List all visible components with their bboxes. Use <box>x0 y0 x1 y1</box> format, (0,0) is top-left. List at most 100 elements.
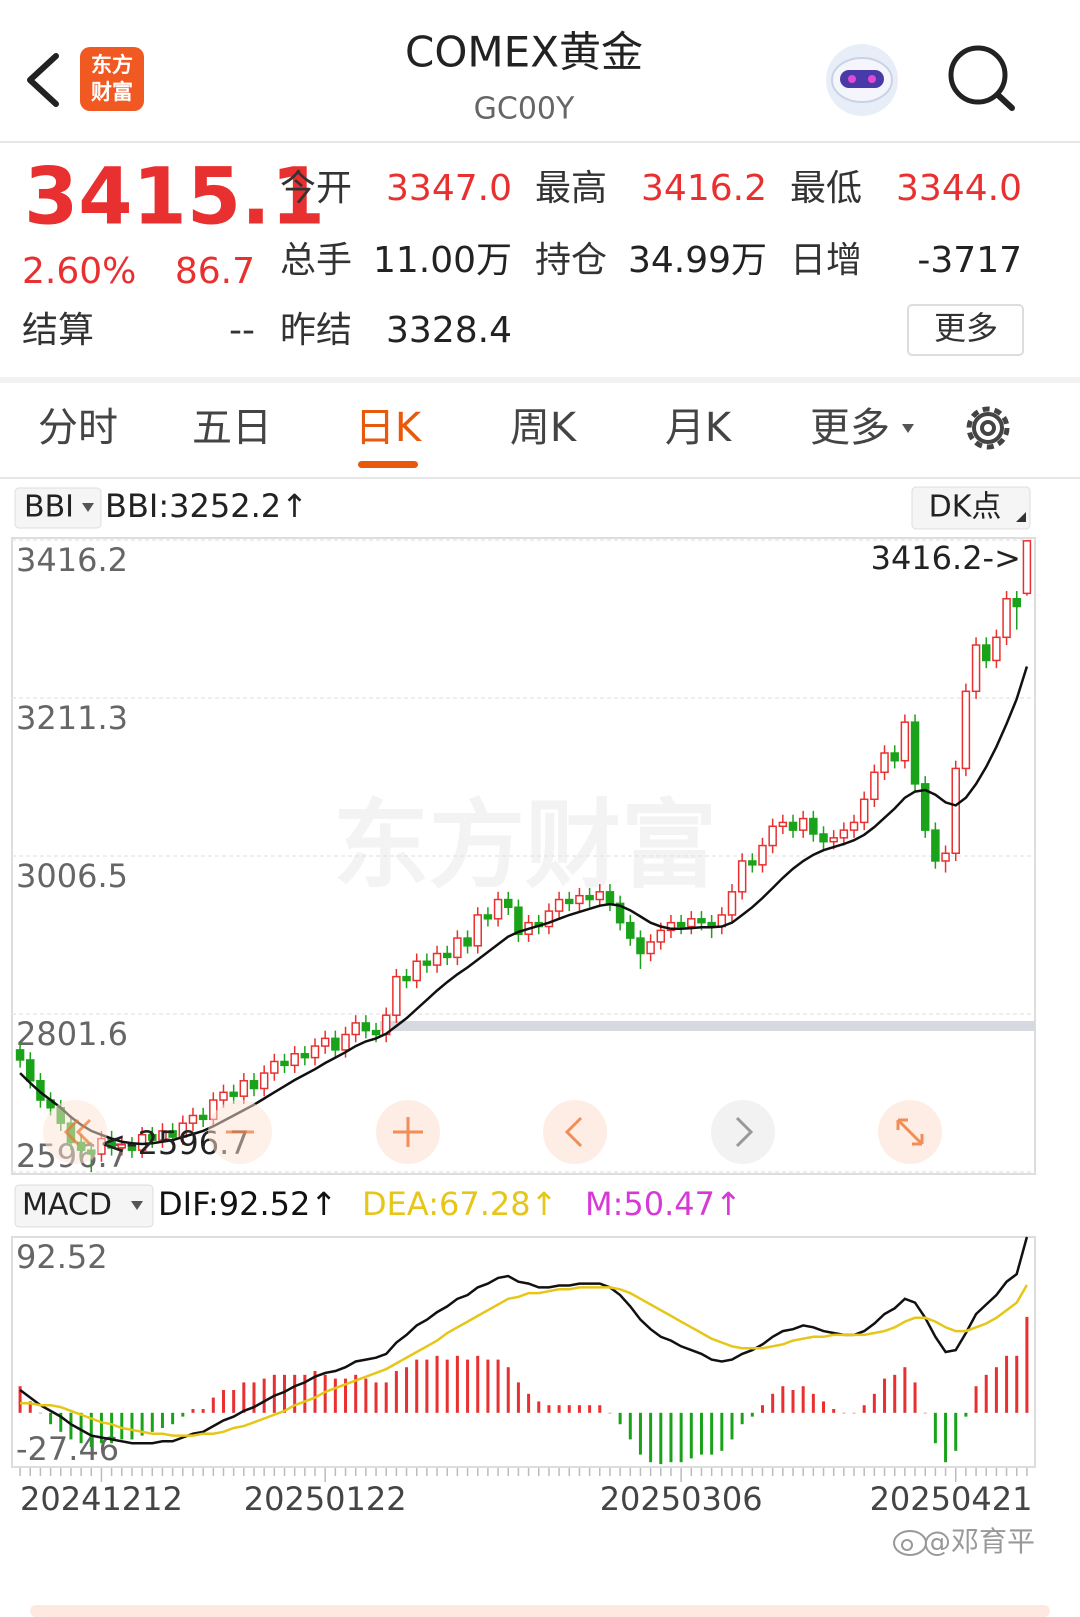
histogram-bar <box>455 1355 459 1413</box>
candle-body <box>1012 598 1021 608</box>
candle-body <box>697 918 706 924</box>
histogram-bar <box>28 1401 32 1413</box>
histogram-bar <box>211 1397 215 1413</box>
legend: DIF:92.52↑ DEA:67.28↑ M:50.47↑ <box>158 1185 742 1223</box>
field-value: -3717 <box>917 240 1022 281</box>
histogram-bar <box>272 1374 276 1413</box>
settings-button[interactable] <box>966 406 1010 450</box>
candle-body <box>931 829 940 862</box>
candle-body <box>15 1049 25 1061</box>
candle-body <box>666 921 676 932</box>
control-button[interactable] <box>43 1100 107 1164</box>
histogram-bar <box>344 1378 348 1413</box>
change-percent: 2.60% <box>22 251 136 292</box>
histogram-bar <box>913 1382 917 1413</box>
candle-body <box>341 1033 350 1051</box>
histogram-bar <box>293 1374 297 1413</box>
candle-body <box>127 1144 137 1151</box>
field-label: 最低 <box>790 168 862 209</box>
y-tick-label: 3211.3 <box>16 699 128 737</box>
candle-body <box>229 1091 238 1097</box>
indicator-line <box>20 1284 1028 1437</box>
tab[interactable]: 五日 <box>192 405 272 451</box>
candle-body <box>432 952 442 966</box>
candle-body <box>463 937 472 947</box>
indicator-select[interactable] <box>14 487 102 529</box>
more-button[interactable] <box>907 304 1024 356</box>
candle-body <box>595 891 605 901</box>
histogram-bar <box>1015 1355 1019 1413</box>
histogram-bar <box>201 1409 205 1413</box>
control-icon <box>896 1118 924 1146</box>
last-price: 3415.1 <box>24 152 325 242</box>
search-icon <box>948 45 1008 105</box>
control-button[interactable] <box>711 1100 775 1164</box>
candle-body <box>351 1022 360 1036</box>
chart-controls <box>43 1100 942 1164</box>
histogram-bar <box>221 1390 225 1413</box>
x-tick-label: 20250306 <box>600 1480 763 1518</box>
control-icon <box>393 1117 423 1147</box>
candle-body <box>565 898 574 905</box>
histogram-bar <box>618 1412 622 1425</box>
candle-body <box>300 1053 310 1059</box>
tab[interactable]: 周K <box>510 405 578 451</box>
candle-body <box>219 1091 228 1101</box>
dropdown-arrow <box>902 424 914 433</box>
histogram-bar <box>852 1412 856 1414</box>
indicator-select[interactable] <box>14 1184 154 1228</box>
candle-body <box>900 721 910 762</box>
search-icon <box>995 92 1015 111</box>
icon-shape <box>901 1539 913 1551</box>
candle-body <box>768 825 777 847</box>
macd-chart: 92.52 -27.46 20241212 20250122 20250306 20250… <box>16 1236 1032 1518</box>
tab[interactable]: 月K <box>665 405 733 451</box>
histogram-bar <box>628 1412 632 1440</box>
control-button[interactable] <box>543 1100 607 1164</box>
tab[interactable]: 日K <box>355 405 423 451</box>
candle-body <box>941 852 950 862</box>
field-label: 总手 <box>280 240 352 281</box>
candle-body <box>870 771 879 801</box>
histogram-bar <box>842 1412 846 1414</box>
histogram-bar <box>598 1405 602 1413</box>
histogram-bar <box>1005 1355 1009 1413</box>
candle-body <box>819 833 828 843</box>
indicator-select-text[interactable]: MACD <box>22 1188 112 1223</box>
search-button[interactable] <box>948 45 1015 111</box>
indicator-select-text[interactable]: BBI <box>24 490 74 525</box>
tab[interactable]: 分时 <box>38 405 118 451</box>
candle-body <box>1022 540 1032 595</box>
histogram-bar <box>638 1412 642 1455</box>
histogram-bar <box>974 1386 978 1413</box>
histogram-bar <box>79 1412 83 1444</box>
histogram-bar <box>262 1378 266 1413</box>
candle-body <box>748 860 757 866</box>
candle-body <box>951 767 960 855</box>
histogram-bar <box>760 1405 764 1413</box>
weibo-icon <box>893 1530 927 1556</box>
dk-button-text[interactable]: DK点 <box>929 490 1002 525</box>
histogram-bar <box>242 1382 246 1413</box>
histogram-bar <box>567 1405 571 1413</box>
period-tabs: 分时 五日 日K 周K 月K 更多 <box>38 405 914 468</box>
candle-body <box>361 1022 371 1032</box>
logo-text: 东方 <box>91 53 133 77</box>
tab[interactable]: 更多 <box>810 405 890 451</box>
settle-label: 结算 <box>22 310 94 351</box>
histogram-bar <box>181 1412 185 1417</box>
candle-body <box>646 941 655 955</box>
legend-entry: BBI:3252.2↑ <box>105 487 308 525</box>
control-icon <box>564 1116 583 1148</box>
candle-body <box>371 1029 381 1036</box>
watermark: 东方财富 <box>333 789 717 901</box>
candle-body <box>920 783 930 831</box>
gear-icon <box>966 406 1010 450</box>
dk-button[interactable] <box>911 486 1031 530</box>
more-button-text[interactable]: 更多 <box>934 309 998 347</box>
assistant-avatar[interactable] <box>826 44 898 116</box>
candle-body <box>270 1060 279 1074</box>
back-button[interactable] <box>27 53 59 107</box>
candle-body <box>239 1080 249 1097</box>
